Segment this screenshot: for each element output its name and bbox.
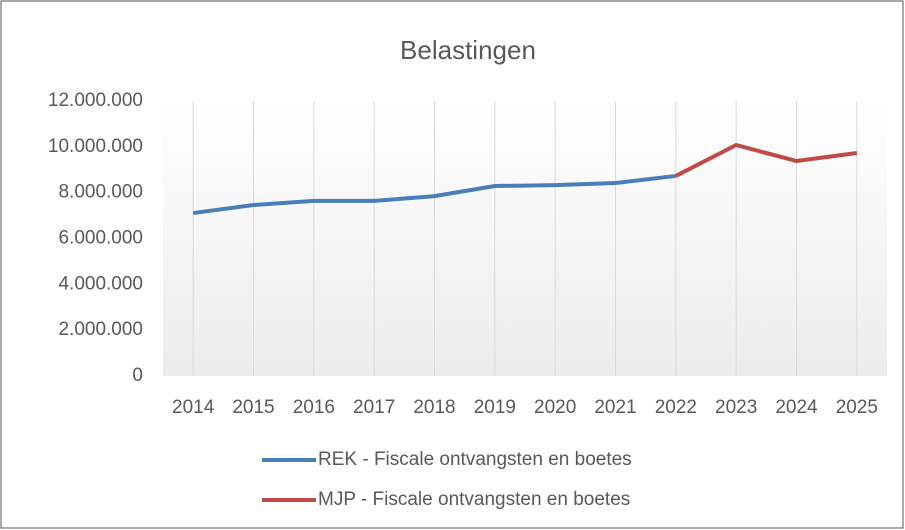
- x-tick-label: 2015: [232, 397, 274, 418]
- y-tick-label: 12.000.000: [48, 90, 143, 111]
- y-tick-label: 2.000.000: [58, 319, 143, 340]
- legend-label: REK - Fiscale ontvangsten en boetes: [318, 449, 632, 470]
- x-tick-label: 2021: [594, 397, 636, 418]
- x-tick-label: 2017: [353, 397, 395, 418]
- y-tick-label: 10.000.000: [48, 136, 143, 157]
- series-line: [192, 173, 677, 216]
- legend-label: MJP - Fiscale ontvangsten en boetes: [318, 489, 630, 510]
- y-tick-label: 6.000.000: [58, 228, 143, 249]
- x-tick-label: 2022: [655, 397, 697, 418]
- x-tick-label: 2020: [534, 397, 576, 418]
- y-tick-label: 0: [132, 365, 143, 386]
- chart-title: Belastingen: [400, 35, 536, 65]
- x-tick-label: 2016: [293, 397, 335, 418]
- x-tick-label: 2018: [413, 397, 455, 418]
- plot-area: [163, 101, 887, 376]
- x-tick-label: 2014: [172, 397, 215, 418]
- x-tick-label: 2019: [474, 397, 516, 418]
- x-tick-label: 2023: [715, 397, 757, 418]
- y-tick-label: 4.000.000: [58, 273, 143, 294]
- x-tick-label: 2025: [836, 397, 878, 418]
- x-tick-label: 2024: [775, 397, 818, 418]
- series-line: [674, 143, 858, 178]
- y-tick-label: 8.000.000: [58, 182, 143, 203]
